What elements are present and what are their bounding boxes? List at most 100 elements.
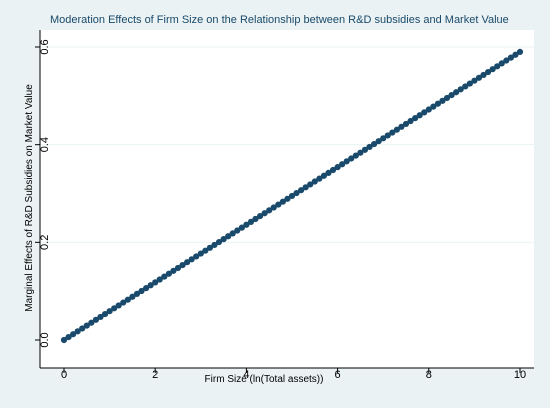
data-point-36 <box>225 233 232 240</box>
data-point-45 <box>266 207 273 214</box>
data-point-69 <box>375 138 382 145</box>
data-point-93 <box>484 68 492 76</box>
data-point-0 <box>60 336 68 344</box>
y-tick-label-2: 0.4 <box>39 137 51 152</box>
data-point-39 <box>238 224 245 231</box>
y-tick-label-0: 0.0 <box>39 332 51 347</box>
data-point-60 <box>334 164 341 171</box>
x-tick-label-0: 0 <box>61 369 67 381</box>
data-point-70 <box>380 135 387 142</box>
x-tick-label-4: 8 <box>426 369 432 381</box>
data-point-61 <box>339 161 346 168</box>
data-point-32 <box>206 244 214 251</box>
data-point-19 <box>147 282 154 289</box>
data-point-97 <box>503 57 510 64</box>
data-point-42 <box>252 215 259 223</box>
series-layer <box>60 48 524 344</box>
data-point-47 <box>275 201 282 208</box>
data-point-92 <box>480 71 487 79</box>
data-point-73 <box>393 126 400 133</box>
data-point-22 <box>161 273 168 280</box>
data-point-58 <box>325 169 332 176</box>
data-point-3 <box>74 328 81 335</box>
data-point-57 <box>320 172 328 179</box>
data-point-80 <box>425 106 432 113</box>
data-point-2 <box>70 331 77 338</box>
data-point-82 <box>434 100 442 107</box>
data-point-81 <box>430 103 437 110</box>
data-point-83 <box>439 97 446 104</box>
data-point-65 <box>357 149 364 156</box>
data-point-24 <box>170 267 177 274</box>
data-point-13 <box>120 299 127 306</box>
data-point-15 <box>129 293 136 300</box>
data-point-20 <box>152 279 159 286</box>
data-point-54 <box>307 181 314 188</box>
data-point-25 <box>174 264 182 272</box>
data-point-64 <box>352 152 359 159</box>
data-point-8 <box>97 313 104 321</box>
data-point-6 <box>88 319 95 326</box>
data-point-78 <box>416 112 423 119</box>
data-point-30 <box>197 250 204 257</box>
data-point-12 <box>115 302 122 309</box>
chart-title: Moderation Effects of Firm Size on the R… <box>50 14 509 26</box>
data-point-41 <box>247 218 255 225</box>
data-point-56 <box>316 175 323 182</box>
data-point-63 <box>348 155 355 162</box>
data-point-68 <box>370 140 378 148</box>
data-point-88 <box>462 83 469 90</box>
data-point-9 <box>101 310 109 318</box>
data-point-21 <box>156 276 163 283</box>
data-point-95 <box>494 63 501 70</box>
data-point-94 <box>489 66 496 73</box>
data-point-16 <box>133 290 141 298</box>
data-point-40 <box>243 221 250 228</box>
data-point-28 <box>188 256 195 263</box>
y-tick-label-1: 0.2 <box>39 235 51 250</box>
data-point-44 <box>261 210 268 217</box>
data-point-34 <box>215 238 223 246</box>
data-point-43 <box>256 213 264 220</box>
data-point-46 <box>270 204 277 211</box>
x-tick-label-5: 10 <box>514 369 526 381</box>
data-point-37 <box>229 230 236 237</box>
data-point-18 <box>142 285 150 292</box>
x-tick-label-3: 6 <box>335 369 341 381</box>
data-point-75 <box>402 120 410 128</box>
x-axis-label: Firm Size (ln(Total assets)) <box>205 374 324 385</box>
data-point-55 <box>311 178 318 185</box>
data-point-74 <box>398 123 405 130</box>
data-point-86 <box>453 89 460 96</box>
data-point-23 <box>165 270 172 277</box>
data-point-66 <box>361 146 369 153</box>
data-point-99 <box>512 51 519 58</box>
data-point-84 <box>443 94 451 102</box>
y-tick-label-3: 0.6 <box>39 39 51 54</box>
data-point-77 <box>412 115 419 122</box>
data-point-52 <box>298 187 305 194</box>
data-point-5 <box>83 322 90 329</box>
data-point-91 <box>475 74 483 81</box>
data-point-33 <box>211 241 218 249</box>
data-point-29 <box>193 253 200 260</box>
data-point-38 <box>234 227 241 234</box>
data-point-79 <box>421 109 428 116</box>
data-point-72 <box>389 129 396 136</box>
data-point-50 <box>288 192 296 200</box>
data-point-87 <box>457 86 464 93</box>
data-point-67 <box>366 143 373 151</box>
data-point-62 <box>343 158 350 165</box>
data-point-7 <box>92 316 100 323</box>
x-tick-label-1: 2 <box>152 369 158 381</box>
axes: 0 2 4 6 8 10 0.0 0.2 0.4 0.6 <box>35 30 534 381</box>
data-point-100 <box>516 48 524 55</box>
data-point-11 <box>111 305 118 312</box>
data-point-31 <box>202 247 209 254</box>
data-point-96 <box>498 60 505 67</box>
gridlines <box>40 46 534 243</box>
data-point-17 <box>138 287 145 295</box>
data-point-89 <box>466 80 473 87</box>
data-point-98 <box>507 54 514 61</box>
